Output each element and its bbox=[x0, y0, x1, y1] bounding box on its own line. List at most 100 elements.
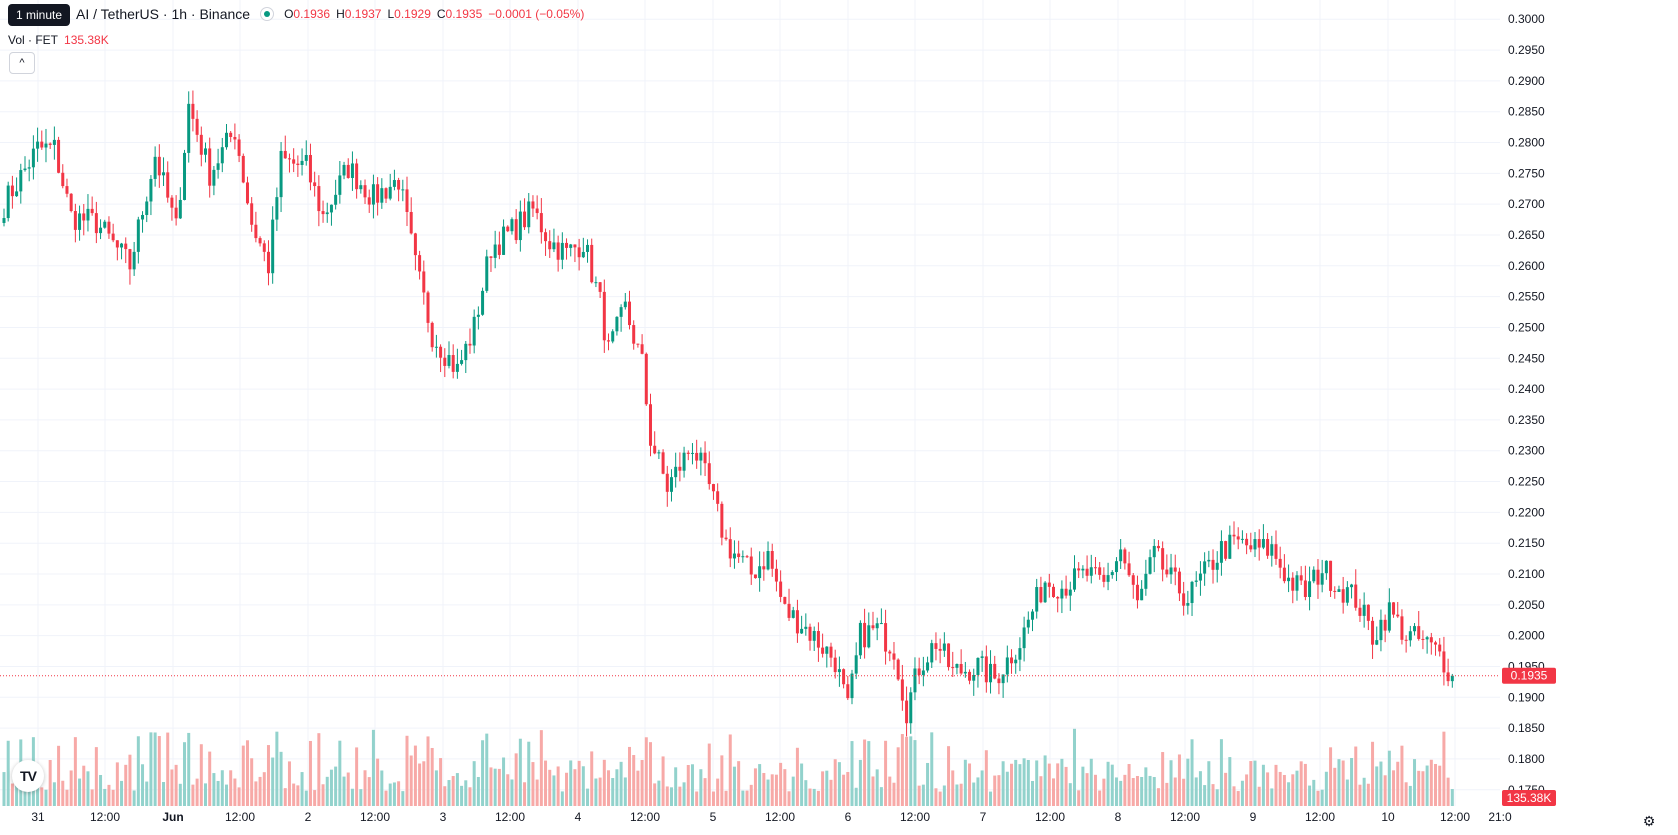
volume-bar bbox=[774, 774, 778, 806]
candle-body bbox=[224, 132, 228, 148]
candle-body bbox=[569, 244, 573, 248]
volume-bar bbox=[703, 778, 707, 806]
volume-bar bbox=[1366, 783, 1370, 806]
volume-bar bbox=[615, 769, 619, 806]
volume-bar bbox=[1005, 771, 1009, 806]
candle-body bbox=[359, 185, 363, 190]
candle-body bbox=[1114, 561, 1118, 573]
volume-bar bbox=[884, 740, 888, 806]
candle-body bbox=[686, 452, 690, 454]
volume-bar bbox=[632, 755, 636, 806]
candle-body bbox=[724, 537, 728, 540]
volume-bar bbox=[518, 738, 522, 806]
volume-bar bbox=[78, 778, 82, 806]
candle-body bbox=[300, 160, 304, 165]
volume-bar bbox=[1274, 764, 1278, 806]
volume-bar bbox=[732, 766, 736, 806]
volume-bar bbox=[1186, 758, 1190, 806]
candle-body bbox=[1450, 675, 1454, 682]
collapse-legend-button[interactable]: ^ bbox=[9, 52, 35, 74]
candle-body bbox=[829, 646, 833, 658]
volume-bar bbox=[472, 761, 476, 806]
volume-bar bbox=[770, 774, 774, 806]
volume-bar bbox=[963, 759, 967, 806]
candle-body bbox=[388, 186, 392, 199]
interval-tooltip: 1 minute bbox=[8, 4, 71, 26]
volume-bar bbox=[2, 772, 6, 806]
volume-bar bbox=[325, 776, 329, 806]
gear-icon[interactable]: ⚙ bbox=[1640, 812, 1658, 830]
volume-label[interactable]: Vol · FET bbox=[8, 33, 59, 47]
change-value: −0.0001 (−0.05%) bbox=[488, 7, 585, 21]
volume-bar bbox=[162, 782, 166, 806]
volume-bar bbox=[216, 780, 220, 806]
volume-bar bbox=[1341, 760, 1345, 806]
candle-body bbox=[984, 656, 988, 683]
volume-bar bbox=[178, 783, 182, 806]
candle-body bbox=[422, 271, 426, 293]
candle-body bbox=[1375, 640, 1379, 645]
candle-body bbox=[57, 139, 61, 173]
volume-bar bbox=[1072, 728, 1076, 806]
volume-bar bbox=[510, 779, 514, 806]
volume-bar bbox=[468, 787, 472, 806]
candle-body bbox=[73, 211, 77, 230]
volume-bar bbox=[174, 764, 178, 806]
candle-body bbox=[1173, 567, 1177, 572]
tradingview-logo-icon[interactable]: TV bbox=[12, 760, 44, 792]
candle-body bbox=[1022, 627, 1026, 649]
candle-body bbox=[107, 221, 111, 234]
volume-bar bbox=[187, 732, 191, 806]
price-tick-label: 0.2650 bbox=[1508, 228, 1545, 242]
volume-bar bbox=[1396, 761, 1400, 806]
candle-body bbox=[745, 556, 749, 558]
candle-body bbox=[430, 322, 434, 348]
volume-bar bbox=[422, 761, 426, 806]
volume-bar bbox=[1240, 780, 1244, 806]
volume-bar bbox=[753, 768, 757, 806]
candle-body bbox=[795, 610, 799, 634]
volume-bar bbox=[350, 788, 354, 806]
price-tick-label: 0.1800 bbox=[1508, 752, 1545, 766]
candle-body bbox=[468, 343, 472, 346]
volume-bar bbox=[86, 771, 90, 806]
volume-bar bbox=[502, 757, 506, 806]
volume-bar bbox=[1249, 761, 1253, 806]
candle-body bbox=[145, 201, 149, 215]
candle-body bbox=[355, 163, 359, 190]
volume-bar bbox=[57, 745, 61, 806]
volume-bar bbox=[850, 741, 854, 806]
close-key: C bbox=[436, 7, 446, 21]
volume-bar bbox=[493, 768, 497, 806]
volume-bar bbox=[1236, 791, 1240, 806]
volume-bar bbox=[875, 769, 879, 806]
candle-body bbox=[1358, 607, 1362, 616]
volume-bar bbox=[455, 773, 459, 806]
time-tick-label: 6 bbox=[845, 810, 852, 824]
volume-bar bbox=[1371, 741, 1375, 806]
volume-bar bbox=[1383, 775, 1387, 806]
candle-body bbox=[481, 290, 485, 315]
volume-bar bbox=[292, 783, 296, 806]
candle-body bbox=[892, 653, 896, 660]
volume-bar bbox=[1135, 775, 1139, 806]
candle-body bbox=[711, 484, 715, 492]
volume-bar bbox=[762, 772, 766, 806]
volume-bar bbox=[380, 770, 384, 806]
time-tick-label: 12:00 bbox=[90, 810, 120, 824]
volume-bar bbox=[384, 790, 388, 806]
volume-bar bbox=[1207, 761, 1211, 806]
candle-body bbox=[1396, 614, 1400, 617]
volume-bar bbox=[1114, 777, 1118, 806]
volume-bar bbox=[266, 745, 270, 806]
symbol-title[interactable]: AI / TetherUS · 1h · Binance bbox=[76, 6, 251, 22]
volume-bar bbox=[938, 791, 942, 806]
price-tick-label: 0.2600 bbox=[1508, 259, 1545, 273]
candle-body bbox=[1064, 588, 1068, 596]
candle-body bbox=[900, 679, 904, 701]
volume-bar bbox=[1282, 774, 1286, 806]
candle-body bbox=[199, 134, 203, 155]
candle-body bbox=[884, 623, 888, 652]
